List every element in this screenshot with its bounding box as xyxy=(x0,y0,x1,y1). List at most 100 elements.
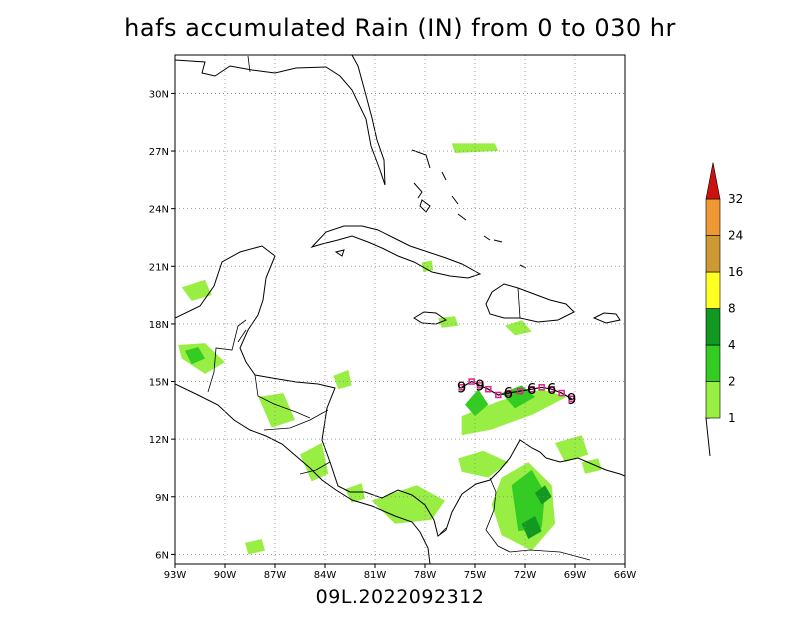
rain-region-2 xyxy=(458,450,509,478)
legend-low-tail xyxy=(705,417,711,457)
coastline-bahamas-f xyxy=(457,213,467,221)
lon-tick-label: 66W xyxy=(614,570,637,581)
rain-region-4 xyxy=(511,469,545,532)
map-title: hafs accumulated Rain (IN) from 0 to 030… xyxy=(124,14,676,42)
legend-label: 2 xyxy=(728,375,736,389)
lat-tick-label: 12N xyxy=(149,435,169,446)
border-panama-colombia xyxy=(439,527,447,535)
lat-tick-label: 27N xyxy=(149,147,169,158)
grid-lines xyxy=(175,55,625,564)
legend-label: 1 xyxy=(728,411,736,425)
coastline-isle-of-youth xyxy=(334,249,345,257)
border-nicaragua xyxy=(263,409,329,431)
lat-tick-label: 9N xyxy=(155,493,169,504)
rain-region-12 xyxy=(300,443,329,482)
legend-label: 32 xyxy=(728,192,743,206)
legend-label: 16 xyxy=(728,265,743,279)
track-point xyxy=(458,384,465,391)
lon-tick-label: 69W xyxy=(564,570,587,581)
coastline-pacific xyxy=(175,383,431,564)
legend-swatch xyxy=(705,235,721,273)
track-point xyxy=(476,382,484,389)
track-line xyxy=(461,380,572,400)
legend-swatch xyxy=(705,381,721,419)
track-label: 9 xyxy=(475,376,485,394)
rain-region-14 xyxy=(371,485,445,524)
lon-tick-label: 81W xyxy=(364,570,387,581)
track-point xyxy=(516,387,524,395)
political-borders xyxy=(207,55,591,561)
storm-track: 9 9 6 6 69 xyxy=(457,376,577,407)
rain-region-13 xyxy=(333,370,352,390)
track-label: 9 xyxy=(567,390,577,408)
coastline-bahamas-a xyxy=(411,149,431,169)
rain-region-17 xyxy=(505,320,532,336)
legend-label: 4 xyxy=(728,338,736,352)
lat-tick-label: 15N xyxy=(149,378,169,389)
track-label: 9 xyxy=(457,378,467,396)
rain-region-21 xyxy=(555,435,589,463)
border-us-mexico xyxy=(247,55,251,73)
track-point xyxy=(558,389,565,397)
track-point xyxy=(505,389,512,397)
lon-tick-label: 84W xyxy=(314,570,337,581)
rain-region-1 xyxy=(461,389,567,436)
rain-layer xyxy=(178,143,602,555)
border-belize xyxy=(237,329,247,343)
legend-swatch xyxy=(705,198,721,236)
track-label: 6 xyxy=(504,384,514,402)
legend-label: 8 xyxy=(728,302,736,316)
coastline-south-america xyxy=(545,457,625,477)
border-mexico-guatemala xyxy=(207,319,247,393)
track-point xyxy=(538,384,545,391)
track-label: 6 xyxy=(527,380,537,398)
rain-region-11 xyxy=(258,393,295,428)
coastline-bahamas-d xyxy=(441,171,447,181)
coastline-cuba xyxy=(310,225,482,279)
lat-tick-label: 30N xyxy=(149,89,169,100)
lat-tick-label: 6N xyxy=(155,550,169,561)
lat-tick-label: 21N xyxy=(149,262,169,273)
plot-frame xyxy=(174,54,626,565)
rain-region-5 xyxy=(465,389,489,417)
map-subtitle: 09L.2022092312 xyxy=(315,586,485,608)
track-point xyxy=(528,385,535,393)
rain-region-16 xyxy=(181,279,212,301)
track-label: 6 xyxy=(547,380,557,398)
border-honduras xyxy=(254,374,311,419)
plot-area: 9 9 6 6 69 xyxy=(175,55,625,564)
coastline-bahamas-h xyxy=(493,239,503,243)
lon-tick-label: 72W xyxy=(514,570,537,581)
legend-swatch xyxy=(705,344,721,382)
rain-region-10 xyxy=(185,347,205,365)
coastline-puerto-rico xyxy=(592,312,621,324)
coastline-central-america xyxy=(254,374,547,537)
track-point xyxy=(485,385,492,393)
lon-tick-label: 75W xyxy=(464,570,487,581)
coastline-jamaica xyxy=(413,311,448,325)
track-point xyxy=(548,385,555,393)
coastline-gulf-coast xyxy=(175,55,386,186)
track-point xyxy=(568,395,575,403)
coastline-bahamas-c xyxy=(419,199,431,213)
coastline-hispaniola xyxy=(485,283,575,323)
rain-region-18 xyxy=(451,143,499,153)
lat-tick-label: 24N xyxy=(149,205,169,216)
rain-region-15 xyxy=(345,483,365,503)
legend-label: 24 xyxy=(728,229,743,243)
track-point xyxy=(468,378,475,385)
rain-region-7 xyxy=(521,516,542,539)
rain-region-19 xyxy=(438,316,459,328)
coastline-bahamas-b xyxy=(413,182,423,199)
legend-swatch xyxy=(705,271,721,309)
coastlines xyxy=(175,55,625,564)
coastline-bahamas-e xyxy=(451,195,459,205)
axes: 93W 90W 87W 84W 81W 78W 75W 72W 69W 66W 6N 9N 12N 15N… xyxy=(149,89,637,581)
lon-tick-label: 90W xyxy=(214,570,237,581)
lon-tick-label: 78W xyxy=(414,570,437,581)
legend-swatch xyxy=(705,308,721,346)
border-hispaniola xyxy=(517,287,521,319)
rain-region-23 xyxy=(245,539,265,555)
